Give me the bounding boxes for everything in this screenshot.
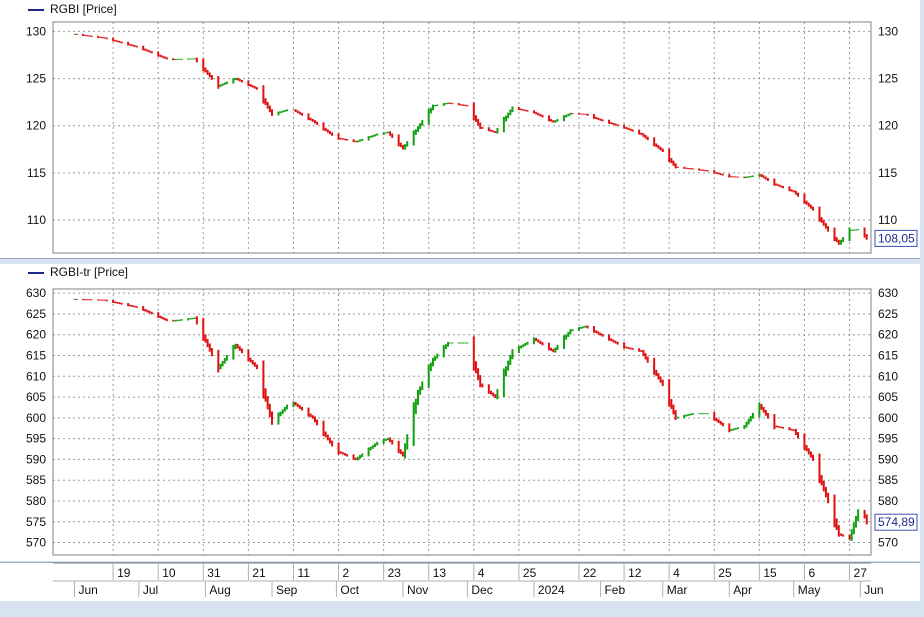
month-tick-label: Jun bbox=[78, 583, 97, 597]
day-tick-label: 22 bbox=[583, 566, 597, 580]
rgbi-tr-y-tick-label-left: 620 bbox=[26, 328, 46, 342]
rgbi-y-tick-label-right: 115 bbox=[878, 166, 897, 180]
day-tick-label: 13 bbox=[433, 566, 447, 580]
rgbi-last-value-box bbox=[874, 229, 918, 247]
rgbi-tr-y-tick-label-right: 595 bbox=[878, 432, 898, 446]
rgbi-tr-last-value-label: 574,89 bbox=[878, 515, 915, 529]
rgbi-tr-last-value-box bbox=[874, 513, 918, 531]
rgbi-y-tick-label-left: 120 bbox=[26, 119, 46, 133]
rgbi-tr-y-tick-label-right: 590 bbox=[878, 452, 898, 466]
day-tick-label: 10 bbox=[162, 566, 176, 580]
month-tick-label: Feb bbox=[604, 583, 625, 597]
month-tick-label: Sep bbox=[276, 583, 298, 597]
rgbi-tr-y-tick-label-right: 605 bbox=[878, 390, 898, 404]
month-tick-label: Mar bbox=[667, 583, 688, 597]
rgbi-y-tick-label-right: 110 bbox=[878, 213, 897, 227]
day-tick-label: 4 bbox=[478, 566, 485, 580]
rgbi-tr-y-tick-label-right: 580 bbox=[878, 494, 898, 508]
month-tick-label: Oct bbox=[340, 583, 359, 597]
rgbi-tr-y-tick-label-right: 570 bbox=[878, 536, 898, 550]
month-tick-label: Aug bbox=[209, 583, 230, 597]
day-tick-label: 23 bbox=[388, 566, 402, 580]
month-tick-label: May bbox=[798, 583, 821, 597]
legend-rgbi: RGBI [Price] bbox=[28, 2, 117, 16]
rgbi-tr-y-tick-label-right: 615 bbox=[878, 349, 898, 363]
rgbi-tr-y-tick-label-left: 605 bbox=[26, 390, 46, 404]
rgbi-y-tick-label-left: 130 bbox=[26, 24, 46, 38]
day-tick-label: 25 bbox=[523, 566, 537, 580]
day-tick-label: 12 bbox=[628, 566, 642, 580]
rgbi-tr-y-tick-label-left: 630 bbox=[26, 286, 46, 300]
day-tick-label: 11 bbox=[297, 566, 310, 580]
month-tick-label: Jul bbox=[143, 583, 158, 597]
month-tick-label: Apr bbox=[733, 583, 752, 597]
rgbi-tr-y-tick-label-right: 620 bbox=[878, 328, 898, 342]
rgbi-tr-y-tick-label-right: 600 bbox=[878, 411, 898, 425]
rgbi-y-tick-label-right: 125 bbox=[878, 72, 898, 86]
day-tick-label: 15 bbox=[763, 566, 777, 580]
day-tick-label: 6 bbox=[808, 566, 815, 580]
day-tick-label: 19 bbox=[117, 566, 131, 580]
rgbi-chart-panel bbox=[0, 0, 920, 259]
rgbi-tr-y-tick-label-left: 590 bbox=[26, 452, 46, 466]
legend-rgbi-tr: RGBI-tr [Price] bbox=[28, 265, 128, 279]
rgbi-tr-y-tick-label-right: 625 bbox=[878, 307, 898, 321]
rgbi-tr-last-value-marker: 574,89 bbox=[874, 513, 918, 531]
rgbi-last-value-label: 108,05 bbox=[878, 231, 915, 245]
rgbi-tr-y-tick-label-left: 570 bbox=[26, 536, 46, 550]
rgbi-tr-y-tick-label-left: 575 bbox=[26, 515, 46, 529]
legend-line-icon bbox=[28, 8, 44, 11]
day-tick-label: 27 bbox=[854, 566, 868, 580]
rgbi-tr-y-tick-label-right: 610 bbox=[878, 369, 898, 383]
rgbi-y-tick-label-left: 115 bbox=[27, 166, 46, 180]
rgbi-tr-y-tick-label-right: 630 bbox=[878, 286, 898, 300]
rgbi-y-tick-label-right: 120 bbox=[878, 119, 898, 133]
day-tick-label: 4 bbox=[673, 566, 680, 580]
day-tick-label: 25 bbox=[718, 566, 732, 580]
rgbi-tr-plot-frame bbox=[52, 288, 872, 556]
rgbi-last-value-marker: 108,05 bbox=[874, 229, 918, 247]
day-tick-label: 31 bbox=[207, 566, 221, 580]
month-tick-label: Nov bbox=[407, 583, 428, 597]
rgbi-tr-y-tick-label-left: 585 bbox=[26, 473, 46, 487]
month-tick-label: Jun bbox=[864, 583, 883, 597]
day-tick-label: 2 bbox=[343, 566, 350, 580]
rgbi-tr-y-tick-label-left: 625 bbox=[26, 307, 46, 321]
rgbi-tr-y-tick-label-left: 615 bbox=[26, 349, 46, 363]
rgbi-tr-y-tick-label-left: 595 bbox=[26, 432, 46, 446]
rgbi-tr-y-tick-label-left: 600 bbox=[26, 411, 46, 425]
rgbi-y-tick-label-left: 125 bbox=[26, 72, 46, 86]
day-tick-label: 21 bbox=[252, 566, 266, 580]
rgbi-tr-y-tick-label-right: 585 bbox=[878, 473, 898, 487]
rgbi-y-tick-label-right: 130 bbox=[878, 24, 898, 38]
rgbi-plot-frame bbox=[52, 21, 872, 254]
rgbi-tr-y-tick-label-left: 580 bbox=[26, 494, 46, 508]
rgbi-tr-y-tick-label-left: 610 bbox=[26, 369, 46, 383]
legend-line-icon bbox=[28, 271, 44, 274]
rgbi-y-tick-label-left: 110 bbox=[27, 213, 46, 227]
month-tick-label: Dec bbox=[471, 583, 492, 597]
month-tick-label: 2024 bbox=[538, 583, 565, 597]
legend-rgbi-tr-label: RGBI-tr [Price] bbox=[50, 265, 129, 279]
legend-rgbi-label: RGBI [Price] bbox=[50, 2, 117, 16]
